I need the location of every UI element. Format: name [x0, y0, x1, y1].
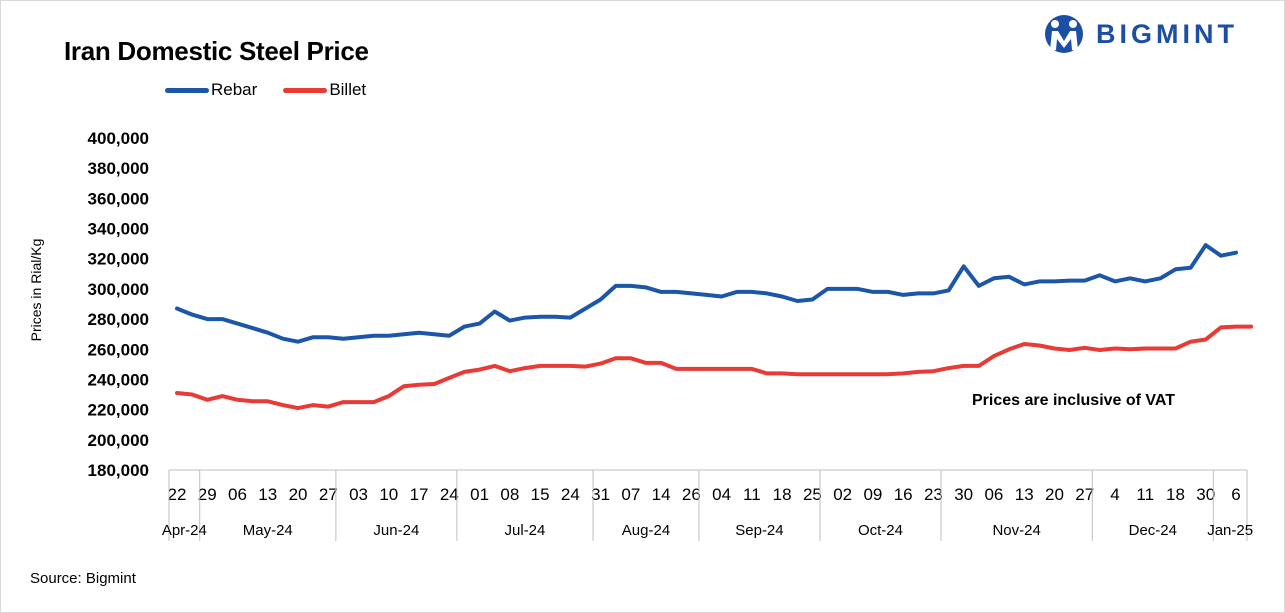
- x-tick-label: 03: [349, 485, 368, 504]
- x-tick-label: 31: [591, 485, 610, 504]
- series-line-rebar: [175, 243, 1238, 344]
- month-label: Jan-25: [1207, 522, 1253, 539]
- month-label: May-24: [243, 522, 293, 539]
- month-label: Jul-24: [505, 522, 546, 539]
- x-tick-label: 29: [198, 485, 217, 504]
- y-tick-label: 260,000: [88, 340, 149, 359]
- x-tick-label: 6: [1231, 485, 1240, 504]
- vat-annotation: Prices are inclusive of VAT: [972, 392, 1175, 409]
- x-tick-label: 27: [1075, 485, 1094, 504]
- legend-item-rebar: Rebar: [165, 80, 257, 100]
- x-tick-label: 08: [500, 485, 519, 504]
- x-tick-label: 13: [1015, 485, 1034, 504]
- x-tick-label: 17: [410, 485, 429, 504]
- x-tick-label: 15: [531, 485, 550, 504]
- y-tick-label: 220,000: [88, 401, 149, 420]
- x-tick-label: 06: [984, 485, 1003, 504]
- x-tick-label: 10: [379, 485, 398, 504]
- legend-swatch-rebar: [165, 87, 209, 93]
- y-tick-label: 340,000: [88, 220, 149, 239]
- chart-legend: Rebar Billet: [165, 80, 392, 100]
- x-tick-label: 24: [561, 485, 580, 504]
- x-tick-label: 23: [924, 485, 943, 504]
- legend-item-billet: Billet: [283, 80, 366, 100]
- x-tick-label: 04: [712, 485, 731, 504]
- x-tick-label: 13: [258, 485, 277, 504]
- month-label: Jun-24: [373, 522, 419, 539]
- x-tick-label: 06: [228, 485, 247, 504]
- x-tick-label: 09: [863, 485, 882, 504]
- chart-series: [175, 243, 1254, 411]
- y-tick-label: 280,000: [88, 310, 149, 329]
- month-label: Oct-24: [858, 522, 903, 539]
- y-tick-label: 200,000: [88, 431, 149, 450]
- legend-label-rebar: Rebar: [211, 80, 258, 99]
- x-tick-label: 27: [319, 485, 338, 504]
- y-tick-label: 180,000: [88, 461, 149, 480]
- x-tick-label: 20: [1045, 485, 1064, 504]
- x-tick-label: 30: [1196, 485, 1215, 504]
- x-tick-label: 01: [470, 485, 489, 504]
- x-tick-label: 24: [440, 485, 459, 504]
- y-tick-label: 320,000: [88, 250, 149, 269]
- chart-axes: 180,000 200,000 220,000 240,000 260,000 280,0…: [88, 129, 1253, 541]
- x-tick-label: 30: [954, 485, 973, 504]
- x-tick-label: 16: [894, 485, 913, 504]
- x-tick-label: 14: [652, 485, 671, 504]
- month-label: Aug-24: [622, 522, 670, 539]
- legend-label-billet: Billet: [329, 80, 367, 99]
- x-tick-label: 25: [803, 485, 822, 504]
- x-tick-label: 11: [1136, 485, 1154, 504]
- brand-wordmark: BIGMINT: [1096, 18, 1238, 49]
- x-tick-label: 18: [1166, 485, 1185, 504]
- x-tick-label: 18: [773, 485, 792, 504]
- source-note: Source: Bigmint: [30, 570, 136, 587]
- month-label: Sep-24: [735, 522, 783, 539]
- bigmint-logo: BIGMINT: [1042, 14, 1238, 54]
- x-tick-label: 4: [1110, 485, 1119, 504]
- y-tick-label: 360,000: [88, 189, 149, 208]
- month-label: Apr-24: [162, 522, 207, 539]
- x-tick-label: 07: [621, 485, 640, 504]
- legend-swatch-billet: [283, 87, 328, 93]
- x-tick-label: 26: [682, 485, 701, 504]
- y-tick-label: 380,000: [88, 159, 149, 178]
- y-tick-label: 400,000: [88, 129, 149, 148]
- y-tick-label: 300,000: [88, 280, 149, 299]
- x-tick-label: 02: [833, 485, 852, 504]
- y-tick-label: 240,000: [88, 370, 149, 389]
- series-line-billet: [175, 324, 1254, 411]
- bigmint-logo-icon: [1045, 15, 1083, 53]
- month-label: Dec-24: [1129, 522, 1177, 539]
- x-tick-label: 20: [289, 485, 308, 504]
- x-tick-label: 22: [168, 485, 187, 504]
- chart-title: Iran Domestic Steel Price: [64, 36, 369, 66]
- month-label: Nov-24: [992, 522, 1040, 539]
- x-tick-label: 11: [743, 485, 761, 504]
